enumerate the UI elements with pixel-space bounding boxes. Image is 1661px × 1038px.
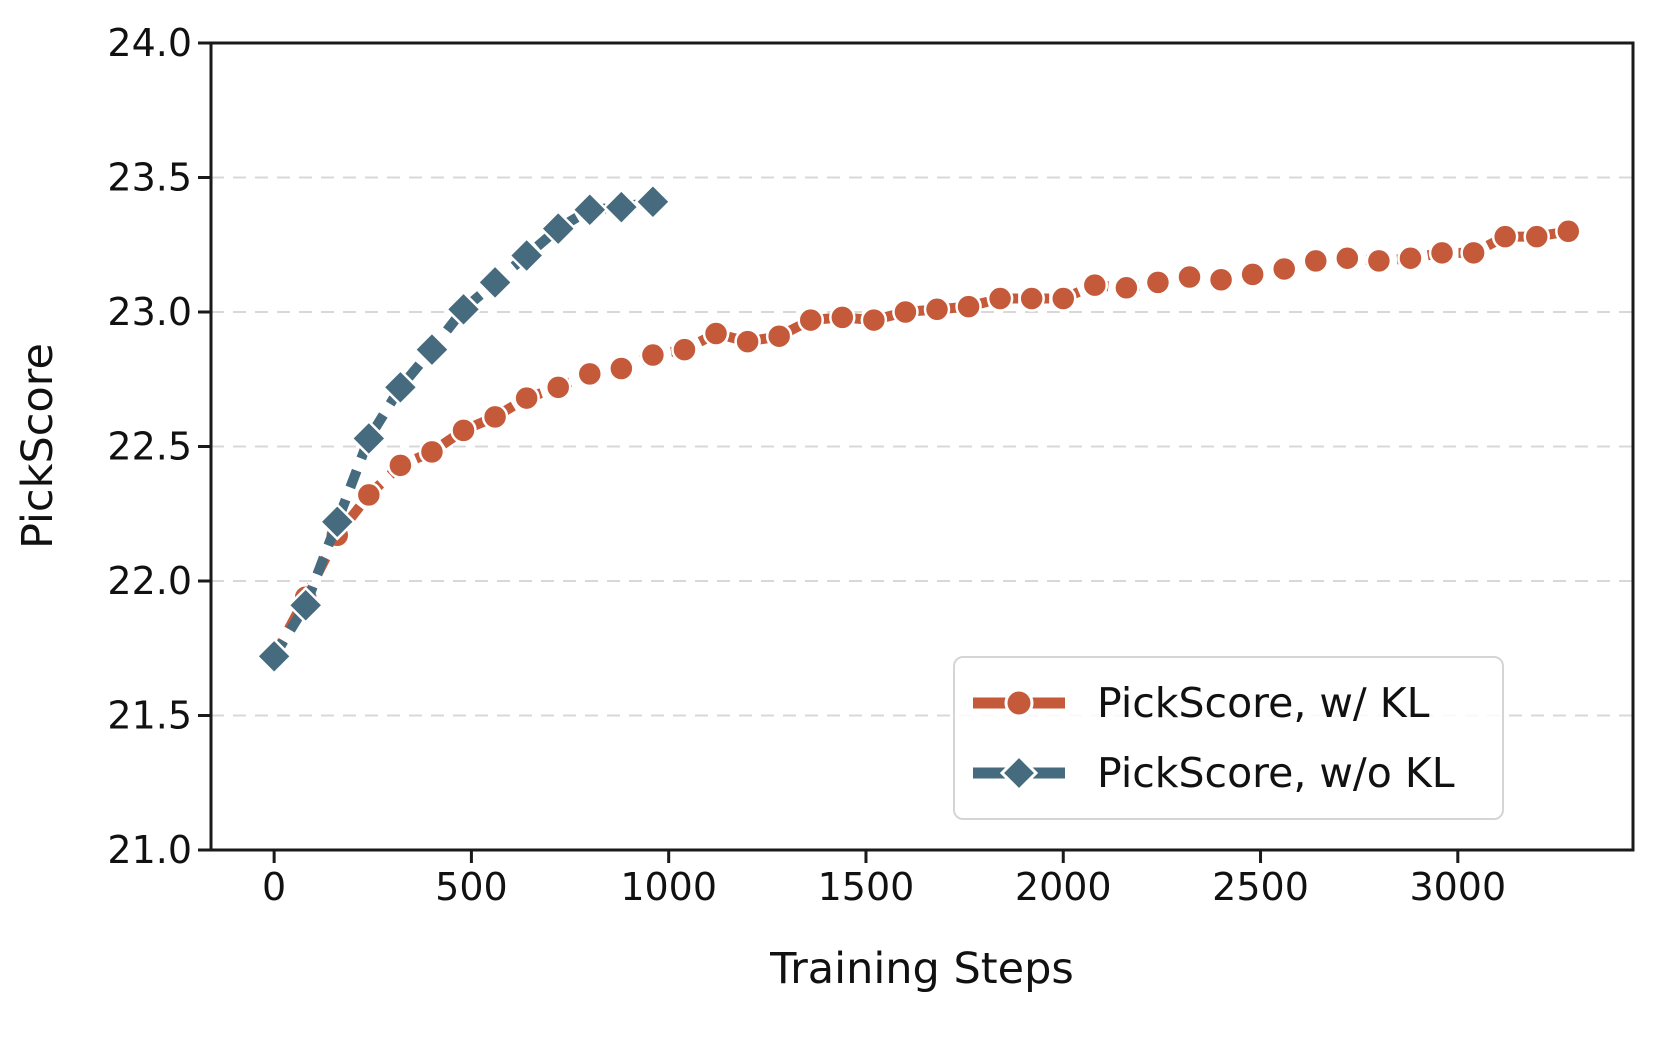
data-point-circle	[1050, 285, 1077, 312]
x-tick-label: 3000	[1409, 865, 1506, 909]
data-point-circle	[1365, 247, 1393, 275]
data-point-circle	[418, 438, 446, 466]
data-point-circle	[1113, 274, 1140, 302]
x-tick-label: 2000	[1015, 865, 1112, 909]
data-point-diamond	[318, 503, 357, 541]
data-point-circle	[734, 328, 761, 355]
legend-label-wo-kl: PickScore, w/o KL	[1097, 749, 1455, 797]
legend-item-wo-kl: PickScore, w/o KL	[969, 738, 1484, 808]
data-point-circle	[544, 374, 572, 401]
y-tick-label: 21.0	[107, 828, 192, 872]
data-point-circle	[450, 417, 477, 444]
y-tick-label: 24.0	[107, 21, 192, 65]
data-point-circle	[765, 322, 793, 350]
data-point-diamond	[634, 182, 672, 221]
data-point-diamond	[255, 637, 293, 676]
x-tick-label: 1500	[818, 865, 915, 909]
data-point-circle	[892, 298, 919, 326]
legend-symbol-circle-icon	[973, 688, 1065, 718]
data-point-circle	[797, 306, 824, 334]
data-point-diamond	[507, 236, 546, 275]
data-point-diamond	[381, 368, 420, 407]
data-point-circle	[1270, 255, 1298, 283]
data-point-diamond	[413, 330, 451, 369]
data-point-diamond	[286, 586, 325, 624]
data-point-diamond	[539, 209, 577, 248]
data-point-circle	[387, 452, 414, 479]
data-point-circle	[1555, 218, 1582, 245]
data-point-circle	[1207, 266, 1235, 293]
data-point-circle	[1144, 269, 1172, 296]
y-tick-label: 23.0	[107, 290, 192, 334]
legend-label-w-kl: PickScore, w/ KL	[1097, 679, 1430, 727]
data-point-circle	[576, 360, 604, 388]
data-point-circle	[1428, 239, 1456, 267]
data-point-circle	[1397, 244, 1424, 272]
legend-item-w-kl: PickScore, w/ KL	[969, 668, 1484, 738]
data-point-circle	[1334, 244, 1361, 272]
data-point-circle	[923, 296, 951, 323]
data-point-circle	[1018, 285, 1045, 312]
data-point-circle	[955, 293, 982, 320]
data-point-circle	[608, 355, 635, 382]
data-point-circle	[1460, 239, 1487, 267]
data-point-circle	[1302, 247, 1330, 275]
x-axis-title: Training Steps	[770, 944, 1074, 994]
legend: PickScore, w/ KL PickScore, w/o KL	[953, 656, 1504, 820]
x-tick-label: 2500	[1212, 865, 1309, 909]
legend-symbol-diamond-icon	[973, 753, 1065, 793]
data-point-circle	[355, 481, 383, 509]
data-point-diamond	[602, 188, 641, 226]
data-point-circle	[860, 306, 888, 334]
y-tick-label: 22.0	[107, 559, 192, 603]
data-point-diamond	[571, 191, 609, 229]
data-point-diamond	[350, 419, 388, 458]
data-point-circle	[1239, 261, 1266, 288]
data-point-diamond	[476, 263, 514, 302]
data-point-circle	[986, 285, 1014, 312]
y-tick-label: 21.5	[107, 694, 192, 738]
data-point-circle	[513, 384, 540, 412]
x-tick-label: 0	[262, 865, 286, 909]
y-axis-title: PickScore	[13, 343, 63, 549]
data-point-circle	[671, 336, 698, 363]
data-point-circle	[1081, 271, 1109, 299]
data-point-circle	[1523, 223, 1550, 250]
data-point-circle	[702, 320, 730, 347]
y-tick-label: 23.5	[107, 156, 192, 200]
data-point-circle	[639, 341, 667, 369]
data-point-circle	[829, 304, 856, 331]
data-point-circle	[1491, 223, 1519, 250]
y-tick-label: 22.5	[107, 425, 192, 469]
x-tick-label: 500	[435, 865, 508, 909]
x-tick-label: 1000	[620, 865, 717, 909]
series-line-0	[269, 226, 1570, 659]
data-point-diamond	[444, 290, 483, 329]
data-point-circle	[1176, 263, 1203, 291]
data-point-circle	[481, 403, 509, 431]
